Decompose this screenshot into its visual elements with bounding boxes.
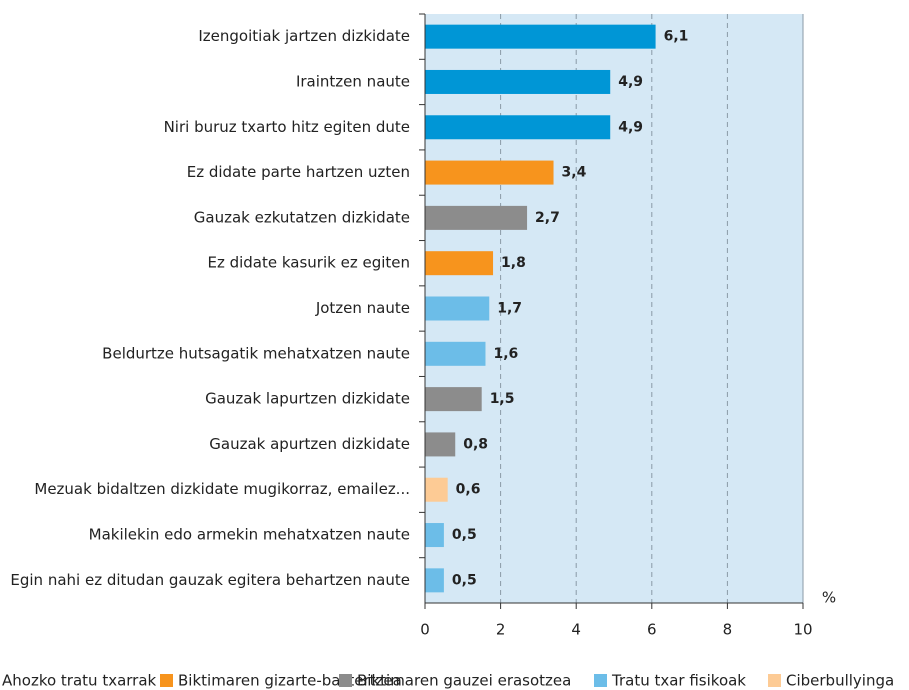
bar xyxy=(425,205,528,230)
bar xyxy=(425,477,448,502)
bar xyxy=(425,115,611,140)
category-label: Mezuak bidaltzen dizkidate mugikorraz, e… xyxy=(34,480,410,498)
category-label: Ez didate kasurik ez egiten xyxy=(207,254,410,272)
bar xyxy=(425,523,444,548)
value-label: 6,1 xyxy=(664,29,689,45)
category-label: Egin nahi ez ditudan gauzak egitera beha… xyxy=(10,571,410,589)
legend-swatch xyxy=(160,674,173,687)
category-label: Gauzak lapurtzen dizkidate xyxy=(205,390,410,408)
legend-swatch xyxy=(594,674,607,687)
x-axis-label: % xyxy=(822,589,836,607)
value-label: 0,5 xyxy=(452,572,477,588)
bar xyxy=(425,160,554,185)
value-label: 0,6 xyxy=(456,482,481,498)
category-label: Gauzak apurtzen dizkidate xyxy=(209,435,410,453)
value-label: 4,9 xyxy=(618,74,643,90)
value-label: 3,4 xyxy=(562,165,587,181)
bar xyxy=(425,432,456,457)
category-label: Ez didate parte hartzen uzten xyxy=(187,163,410,181)
x-tick-label: 8 xyxy=(723,621,733,639)
value-label: 1,6 xyxy=(493,346,518,362)
bar xyxy=(425,341,486,366)
category-label: Gauzak ezkutatzen dizkidate xyxy=(194,208,410,226)
value-label: 4,9 xyxy=(618,119,643,135)
bar xyxy=(425,296,490,321)
category-label: Beldurtze hutsagatik mehatxatzen naute xyxy=(102,344,410,362)
value-label: 1,7 xyxy=(497,301,522,317)
value-label: 1,5 xyxy=(490,391,515,407)
value-label: 0,5 xyxy=(452,527,477,543)
category-label: Makilekin edo armekin mehatxatzen naute xyxy=(89,526,410,544)
bar xyxy=(425,69,611,94)
value-label: 0,8 xyxy=(463,436,488,452)
x-tick-label: 2 xyxy=(496,621,506,639)
legend-swatch xyxy=(768,674,781,687)
category-label: Iraintzen naute xyxy=(296,72,410,90)
category-label: Niri buruz txarto hitz egiten dute xyxy=(164,118,410,136)
x-tick-label: 0 xyxy=(420,621,430,639)
value-label: 1,8 xyxy=(501,255,526,271)
legend-label: Tratu txar fisikoak xyxy=(611,672,746,690)
legend-swatch xyxy=(339,674,352,687)
bar xyxy=(425,568,444,593)
legend-label: Biktimaren gauzei erasotzea xyxy=(357,672,571,690)
bar xyxy=(425,387,482,412)
category-label: Jotzen naute xyxy=(315,299,410,317)
legend-label: Ahozko tratu txarrak xyxy=(2,672,157,690)
legend-label: Ciberbullyinga xyxy=(786,672,894,690)
bar xyxy=(425,251,494,276)
x-tick-label: 6 xyxy=(647,621,657,639)
category-label: Izengoitiak jartzen dizkidate xyxy=(198,27,410,45)
x-tick-label: 4 xyxy=(571,621,581,639)
bar xyxy=(425,24,656,49)
value-label: 2,7 xyxy=(535,210,560,226)
x-tick-label: 10 xyxy=(793,621,812,639)
